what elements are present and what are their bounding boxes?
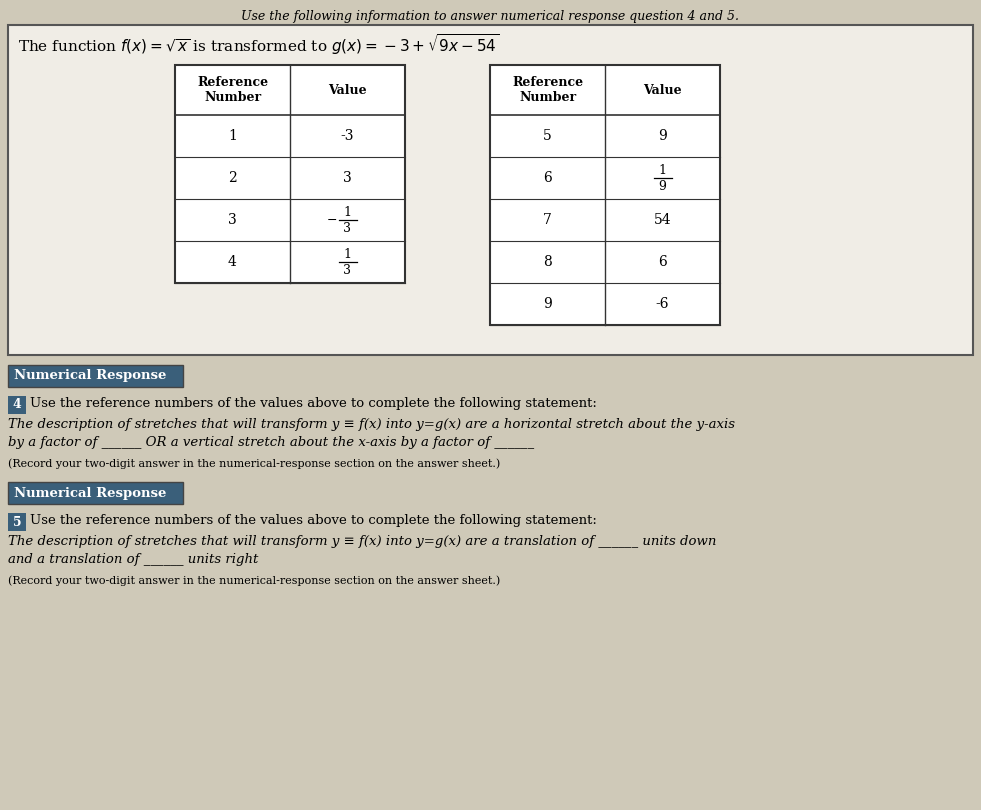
Text: (Record your two-digit answer in the numerical-response section on the answer sh: (Record your two-digit answer in the num… [8,575,500,586]
Text: Reference
Number: Reference Number [197,76,268,104]
Bar [490,65,720,325]
Text: Use the reference numbers of the values above to complete the following statemen: Use the reference numbers of the values … [30,514,596,527]
Text: 1: 1 [343,207,351,220]
Text: -6: -6 [655,297,669,311]
Text: The function $f(x) = \sqrt{x}$ is transformed to $g(x) = -3 + \sqrt{9x - 54}$: The function $f(x) = \sqrt{x}$ is transf… [18,32,499,57]
Text: 1: 1 [658,164,666,177]
Text: 8: 8 [543,255,552,269]
Text: 5: 5 [13,515,22,528]
Text: 3: 3 [343,263,351,276]
Text: 6: 6 [658,255,667,269]
Text: Use the following information to answer numerical response question 4 and 5.: Use the following information to answer … [241,10,739,23]
Text: by a factor of ______ OR a vertical stretch about the x-axis by a factor of ____: by a factor of ______ OR a vertical stre… [8,436,534,449]
Text: 4: 4 [228,255,237,269]
Text: Numerical Response: Numerical Response [14,487,167,500]
Bar [8,25,973,355]
Text: 9: 9 [543,297,552,311]
Bar [8,365,183,387]
Text: 1: 1 [228,129,237,143]
Text: -3: -3 [340,129,354,143]
Text: 3: 3 [343,171,352,185]
Text: 3: 3 [343,221,351,235]
Text: 9: 9 [658,129,667,143]
Text: Reference
Number: Reference Number [512,76,583,104]
Text: Value: Value [329,83,367,96]
Text: 6: 6 [543,171,552,185]
Text: Numerical Response: Numerical Response [14,369,167,382]
Text: 7: 7 [543,213,552,227]
Text: The description of stretches that will transform y ≡ f(x) into y=g(x) are a tran: The description of stretches that will t… [8,535,716,548]
Text: and a translation of ______ units right: and a translation of ______ units right [8,553,258,566]
Text: 3: 3 [229,213,236,227]
Text: −: − [327,214,336,227]
Text: Value: Value [644,83,682,96]
Bar [8,482,183,504]
Text: Use the reference numbers of the values above to complete the following statemen: Use the reference numbers of the values … [30,397,596,410]
Text: 5: 5 [543,129,552,143]
Text: 9: 9 [658,180,666,193]
Text: (Record your two-digit answer in the numerical-response section on the answer sh: (Record your two-digit answer in the num… [8,458,500,468]
Text: 2: 2 [229,171,236,185]
Text: The description of stretches that will transform y ≡ f(x) into y=g(x) are a hori: The description of stretches that will t… [8,418,735,431]
Text: 54: 54 [653,213,671,227]
Bar [8,513,26,531]
Text: 1: 1 [343,249,351,262]
Text: 4: 4 [13,399,22,411]
Bar [8,396,26,414]
Bar [175,65,405,283]
